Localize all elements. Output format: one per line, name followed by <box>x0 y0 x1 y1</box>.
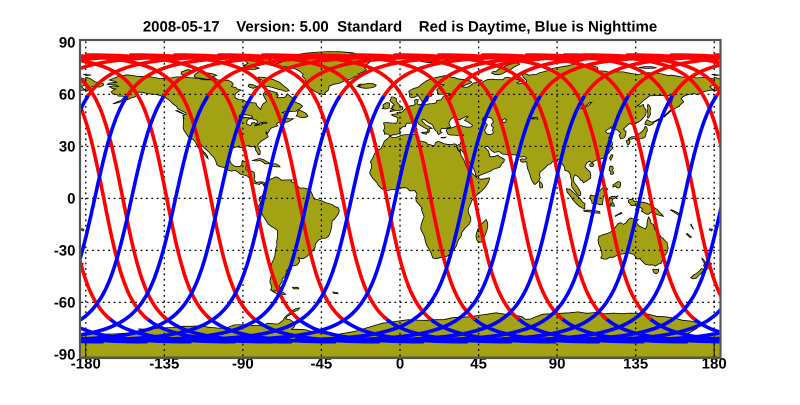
svg-text:-135: -135 <box>149 356 179 373</box>
svg-text:-90: -90 <box>54 347 76 364</box>
svg-text:-60: -60 <box>54 295 76 312</box>
svg-text:90: 90 <box>549 356 566 373</box>
svg-text:30: 30 <box>59 139 76 156</box>
svg-text:-90: -90 <box>232 356 254 373</box>
svg-text:-180: -180 <box>71 356 101 373</box>
svg-text:60: 60 <box>59 87 76 104</box>
svg-text:0: 0 <box>67 191 75 208</box>
svg-text:2008-05-17 Version: 5.00 S: 2008-05-17 Version: 5.00 Standard Red is… <box>143 19 657 36</box>
svg-text:45: 45 <box>470 356 487 373</box>
svg-text:0: 0 <box>396 356 404 373</box>
svg-text:180: 180 <box>702 356 727 373</box>
svg-text:-30: -30 <box>54 243 76 260</box>
svg-text:-45: -45 <box>311 356 333 373</box>
svg-text:90: 90 <box>59 35 76 52</box>
svg-text:135: 135 <box>623 356 648 373</box>
